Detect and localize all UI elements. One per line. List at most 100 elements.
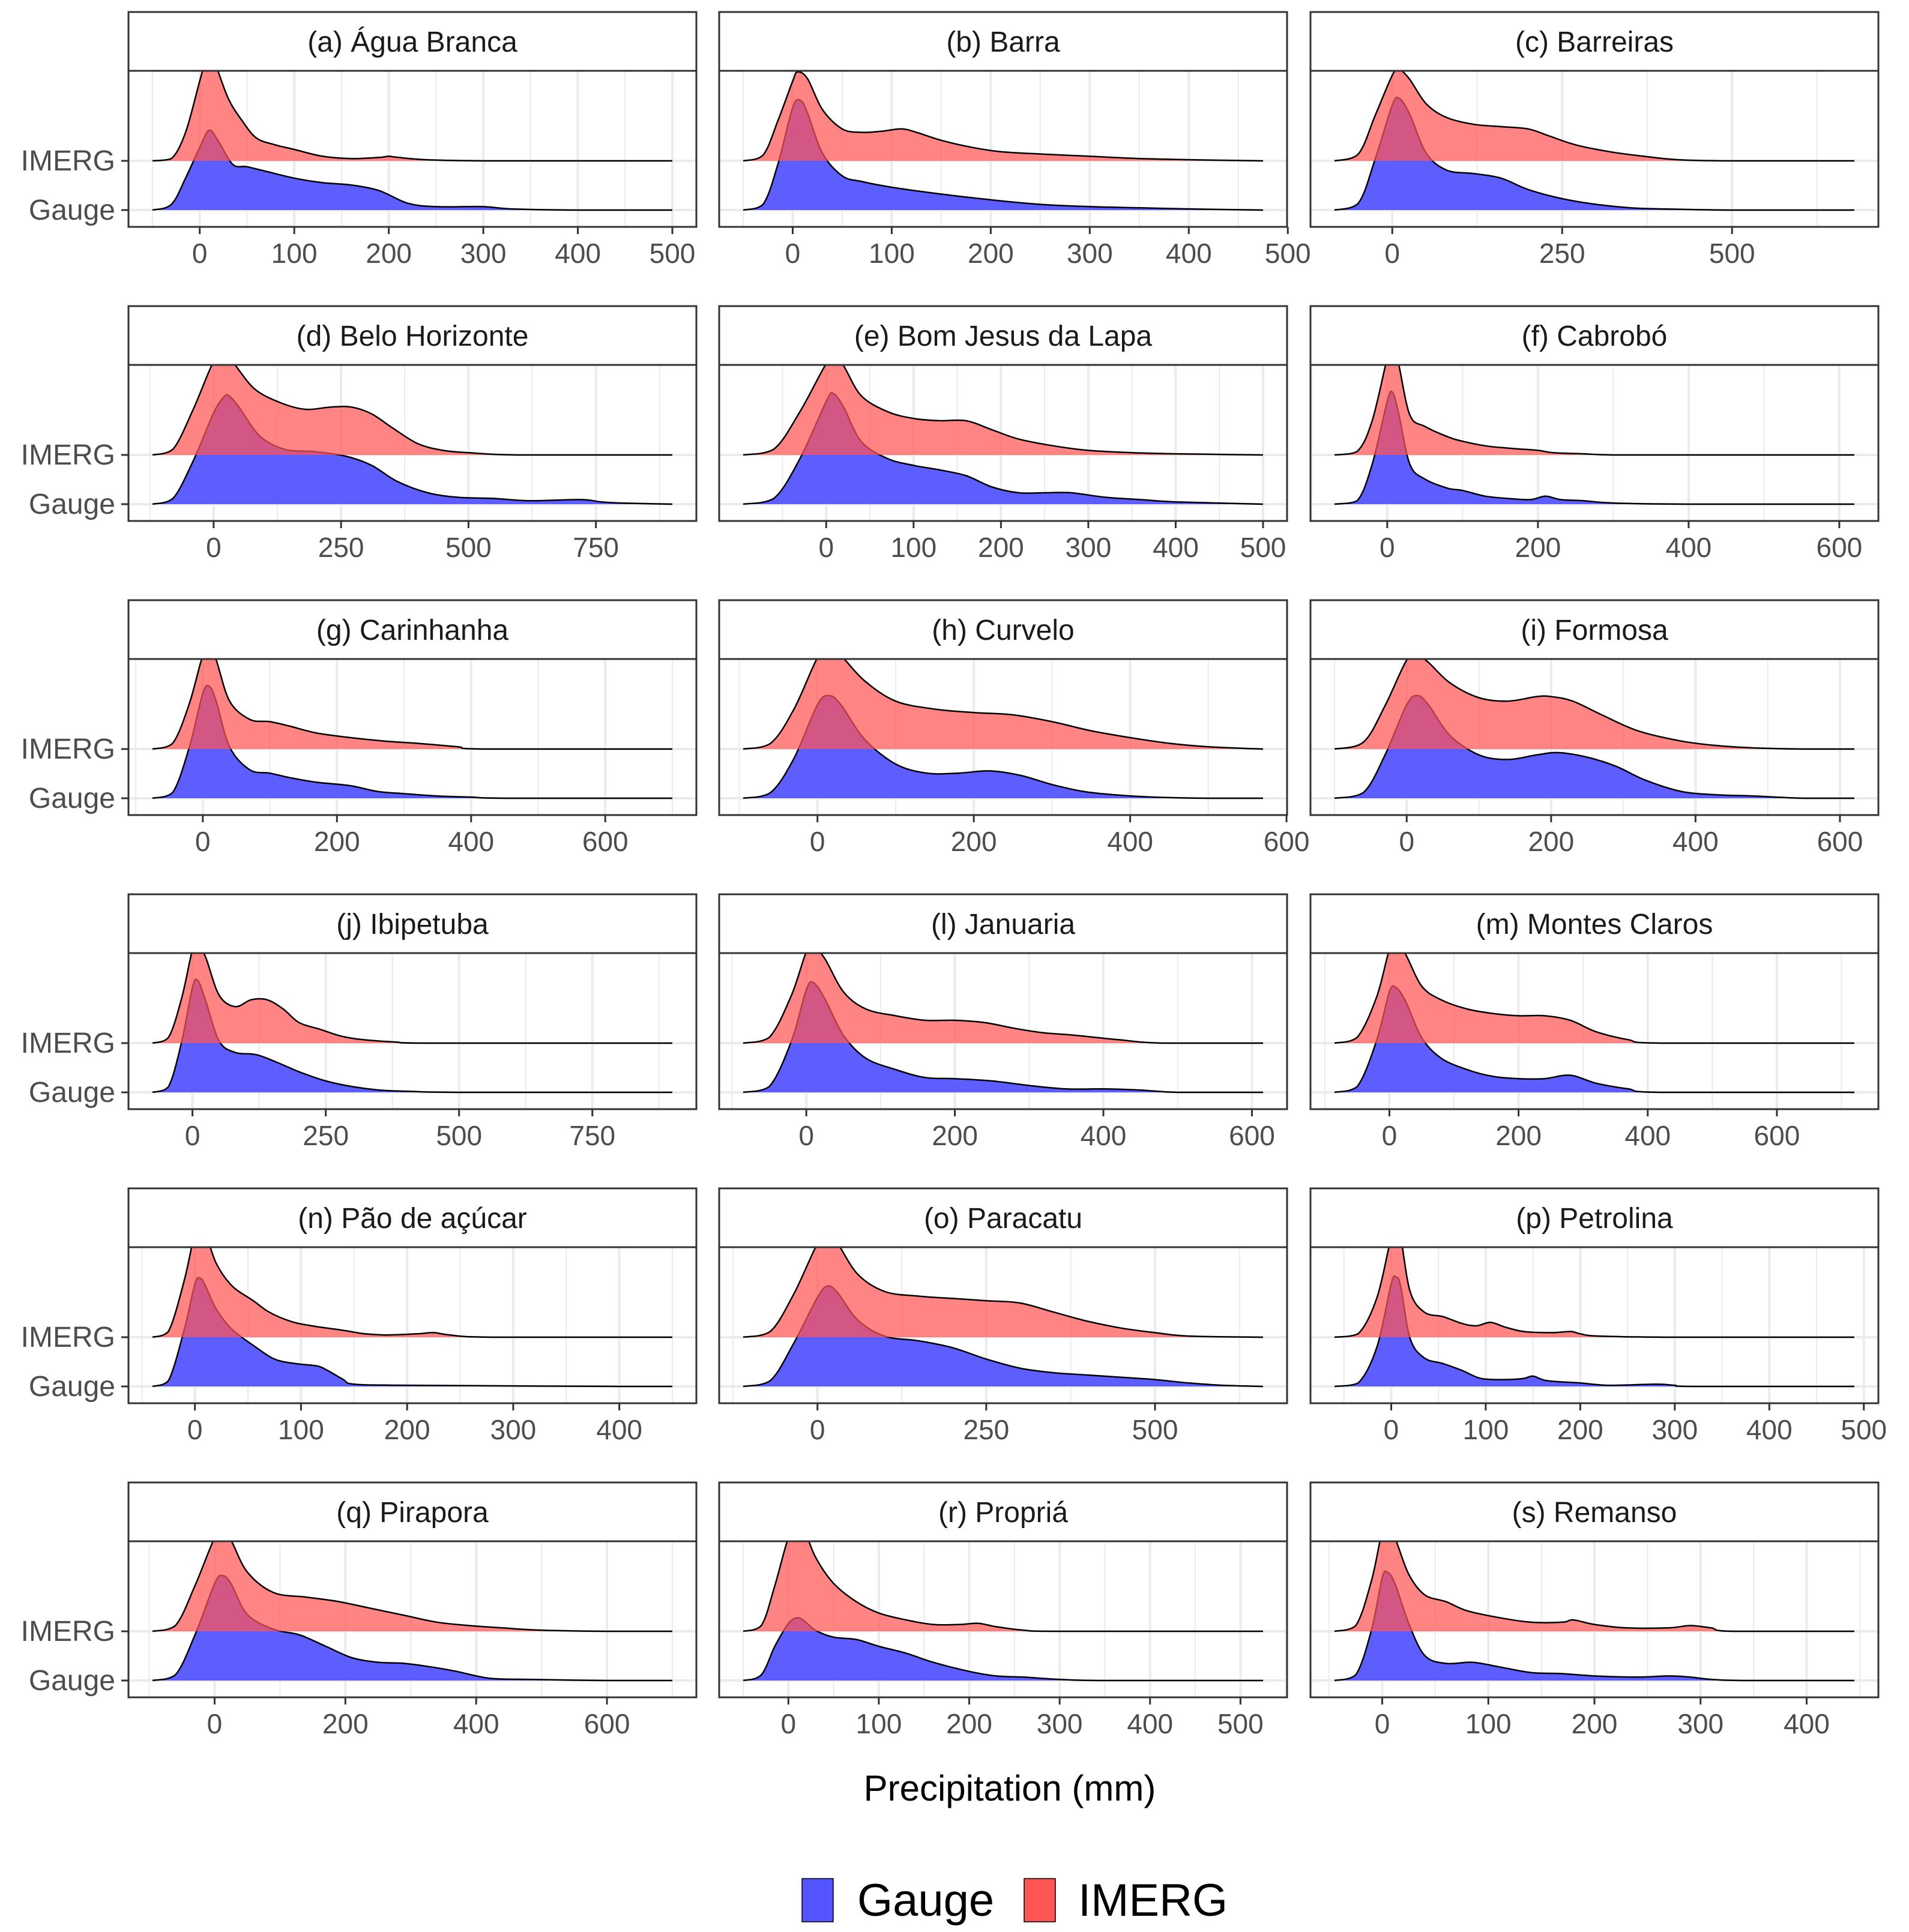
x-tick-label: 400 <box>453 1708 499 1739</box>
strip-box <box>718 11 1288 72</box>
density-gauge <box>1334 1275 1854 1386</box>
panel-title: (b) Barra <box>946 26 1060 58</box>
x-tick-label: 600 <box>584 1708 630 1739</box>
strip-box <box>1309 893 1880 954</box>
panel-title: (h) Curvelo <box>932 615 1074 646</box>
density-gauge <box>743 393 1263 504</box>
density-imerg <box>152 1541 672 1631</box>
x-tick-label: 200 <box>1528 826 1574 857</box>
density-imerg <box>1334 1247 1854 1338</box>
x-tick-label: 200 <box>968 238 1014 269</box>
strip-box <box>1309 305 1880 366</box>
x-tick-label: 0 <box>1384 238 1400 269</box>
x-tick-label: 300 <box>1651 1414 1698 1445</box>
x-tick-label: 200 <box>946 1708 992 1739</box>
panel-title: (a) Água Branca <box>307 26 517 58</box>
y-tick-label-imerg: IMERG <box>21 1028 115 1059</box>
x-tick-label: 100 <box>278 1414 324 1445</box>
density-outline-imerg <box>743 1541 1263 1633</box>
x-tick-label: 0 <box>781 1708 797 1739</box>
strip-box <box>127 11 698 72</box>
legend: Gauge IMERG <box>801 1875 1228 1926</box>
x-tick-label: 0 <box>785 238 801 269</box>
density-imerg <box>152 71 672 161</box>
x-tick-label: 400 <box>1672 826 1719 857</box>
strip-box <box>1309 1187 1880 1248</box>
x-tick-label: 0 <box>1384 1414 1399 1445</box>
panel-i-formosa: (i) Formosa 0 200 400 600 <box>1309 599 1880 857</box>
y-tick-label-imerg: IMERG <box>21 145 115 177</box>
panel-title: (l) Januaria <box>931 909 1075 940</box>
x-axis-title: Precipitation (mm) <box>864 1768 1156 1808</box>
density-gauge <box>743 981 1263 1092</box>
x-tick-label: 0 <box>1380 532 1395 563</box>
x-tick-label: 300 <box>1066 532 1112 563</box>
x-tick-label: 0 <box>798 1120 814 1151</box>
x-tick-label: 400 <box>1166 238 1212 269</box>
density-outline-imerg <box>1334 1541 1854 1633</box>
x-tick-label: 0 <box>810 1414 825 1445</box>
panel-title: (g) Carinhanha <box>316 615 508 646</box>
x-tick-label: 400 <box>1127 1708 1173 1739</box>
density-gauge <box>1334 986 1854 1092</box>
panel-m-montes-claros: (m) Montes Claros 0 200 400 600 <box>1309 893 1880 1151</box>
x-tick-label: 0 <box>1375 1708 1390 1739</box>
density-outline-imerg <box>743 1247 1264 1338</box>
x-tick-label: 300 <box>1037 1708 1083 1739</box>
x-tick-label: 0 <box>195 826 211 857</box>
panel-title: (o) Paracatu <box>924 1203 1082 1235</box>
x-tick-label: 200 <box>1557 1414 1603 1445</box>
density-outline-imerg <box>152 365 672 456</box>
panel-q-pirapora: (q) Pirapora 0 200 400 600 IMERG Gauge <box>21 1481 698 1739</box>
x-tick-label: 0 <box>192 238 208 269</box>
density-outline-imerg <box>743 659 1264 750</box>
panel-title: (c) Barreiras <box>1515 26 1674 58</box>
strip-box <box>127 1187 698 1248</box>
x-tick-label: 500 <box>1841 1414 1887 1445</box>
strip-box <box>127 893 698 954</box>
density-outline-imerg <box>152 1247 672 1338</box>
x-tick-label: 500 <box>1709 238 1755 269</box>
density-outline-imerg <box>152 659 672 750</box>
panel-r-propria: (r) Propriá 0 100 200 300 400 500 <box>718 1481 1288 1739</box>
x-tick-label: 750 <box>569 1120 615 1151</box>
x-tick-label: 400 <box>1784 1708 1830 1739</box>
x-tick-label: 750 <box>573 532 619 563</box>
x-tick-label: 250 <box>1539 238 1585 269</box>
strip-box <box>718 893 1288 954</box>
density-gauge <box>743 695 1263 798</box>
density-imerg <box>1334 659 1854 750</box>
panel-s-remanso: (s) Remanso 0 100 200 300 400 <box>1309 1481 1880 1739</box>
y-tick-label-imerg: IMERG <box>21 733 115 765</box>
x-tick-label: 100 <box>869 238 915 269</box>
density-imerg <box>1334 953 1854 1044</box>
panel-p-petrolina: (p) Petrolina 0 100 200 300 400 500 <box>1309 1187 1887 1445</box>
panel-title: (f) Cabrobó <box>1522 320 1668 352</box>
density-outline-imerg <box>743 953 1263 1044</box>
panel-title: (s) Remanso <box>1512 1497 1677 1529</box>
strip-box <box>718 1187 1288 1248</box>
density-imerg <box>743 1541 1263 1632</box>
x-tick-label: 0 <box>185 1120 201 1151</box>
legend-swatch-imerg <box>1024 1878 1056 1922</box>
strip-box <box>127 599 698 660</box>
density-imerg <box>152 659 672 750</box>
panel-l-januaria: (l) Januaria 0 200 400 600 <box>718 893 1288 1151</box>
density-outline-imerg <box>1334 71 1854 162</box>
panel-title: (d) Belo Horizonte <box>297 320 529 352</box>
y-tick-label-gauge: Gauge <box>29 783 115 814</box>
density-gauge <box>1334 695 1854 798</box>
density-outline-imerg <box>1334 365 1854 456</box>
x-tick-label: 250 <box>318 532 364 563</box>
x-tick-label: 0 <box>206 532 222 563</box>
x-tick-label: 600 <box>582 826 629 857</box>
x-tick-label: 400 <box>596 1414 642 1445</box>
density-outline-imerg <box>152 1541 672 1633</box>
x-tick-label: 200 <box>951 826 997 857</box>
x-tick-label: 100 <box>1463 1414 1509 1445</box>
x-tick-label: 400 <box>1107 826 1153 857</box>
x-tick-label: 0 <box>1399 826 1414 857</box>
strip-box <box>718 305 1288 366</box>
strip-box <box>718 599 1288 660</box>
